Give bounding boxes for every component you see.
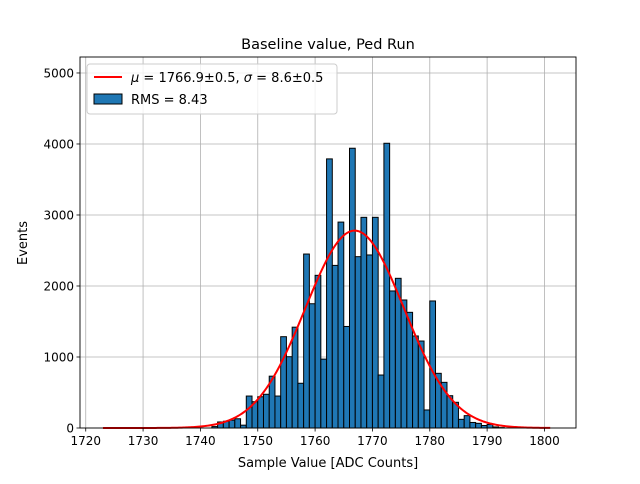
histogram-bar <box>390 291 396 428</box>
y-tick-label: 1000 <box>43 350 74 364</box>
histogram-bar <box>350 148 356 428</box>
y-tick-label: 4000 <box>43 137 74 151</box>
histogram-bar <box>487 424 493 428</box>
histogram-bar <box>344 326 350 428</box>
histogram-bar <box>298 383 304 428</box>
histogram-bar <box>229 420 235 428</box>
x-tick-label: 1760 <box>300 434 331 448</box>
y-axis-label: Events <box>16 221 31 265</box>
histogram-bar <box>470 422 476 428</box>
histogram-bar <box>476 423 482 428</box>
histogram-bar <box>258 397 264 428</box>
x-tick-label: 1730 <box>128 434 159 448</box>
histogram-bar <box>401 300 407 428</box>
histogram-bar <box>309 304 315 428</box>
histogram-bar <box>413 336 419 428</box>
y-axis-ticks: 0 1000 2000 3000 4000 5000 <box>43 66 80 435</box>
legend: μ = 1766.9±0.5, σ = 8.6±0.5 RMS = 8.43 <box>87 64 337 114</box>
x-tick-label: 1790 <box>472 434 503 448</box>
histogram-bar <box>246 396 252 428</box>
mu-text: = 1766.9±0.5, <box>139 71 243 86</box>
x-axis-label: Sample Value [ADC Counts] <box>238 456 418 471</box>
histogram-bar <box>286 357 292 428</box>
histogram-bar <box>327 159 333 428</box>
histogram-bar <box>367 255 373 428</box>
x-tick-label: 1780 <box>415 434 446 448</box>
histogram-bar <box>292 327 298 428</box>
chart-title: Baseline value, Ped Run <box>241 37 415 53</box>
histogram-bar <box>315 275 321 428</box>
histogram-bar <box>355 257 361 428</box>
histogram-bar <box>332 265 338 428</box>
x-tick-label: 1800 <box>529 434 560 448</box>
x-tick-label: 1740 <box>185 434 216 448</box>
histogram-bar <box>361 217 367 428</box>
histogram-bar <box>458 419 464 428</box>
histogram-bar <box>407 312 413 428</box>
histogram-bar <box>464 416 470 428</box>
histogram-bar <box>281 337 287 428</box>
histogram-bar <box>384 143 390 428</box>
legend-hist-swatch <box>94 94 122 104</box>
sigma-text: = 8.6±0.5 <box>252 71 323 86</box>
histogram-bar <box>304 254 310 428</box>
histogram-bar <box>424 410 430 428</box>
histogram-bar <box>263 394 269 428</box>
x-tick-label: 1720 <box>70 434 101 448</box>
histogram-bar <box>378 375 384 428</box>
y-tick-label: 3000 <box>43 208 74 222</box>
legend-fit-label: μ = 1766.9±0.5, σ = 8.6±0.5 <box>130 71 323 86</box>
y-tick-label: 0 <box>66 422 74 436</box>
histogram-bar <box>235 419 241 428</box>
legend-hist-label: RMS = 8.43 <box>131 93 208 108</box>
x-axis-ticks: 1720 1730 1740 1750 1760 1770 1780 1790 1800 <box>70 428 559 448</box>
mu-symbol: μ <box>130 71 139 86</box>
histogram-bar <box>321 359 327 428</box>
histogram-bar <box>430 301 436 428</box>
y-tick-label: 2000 <box>43 279 74 293</box>
histogram-bar <box>338 222 344 428</box>
histogram-bar <box>275 396 281 428</box>
y-tick-label: 5000 <box>43 66 74 80</box>
x-tick-label: 1770 <box>357 434 388 448</box>
x-tick-label: 1750 <box>242 434 273 448</box>
